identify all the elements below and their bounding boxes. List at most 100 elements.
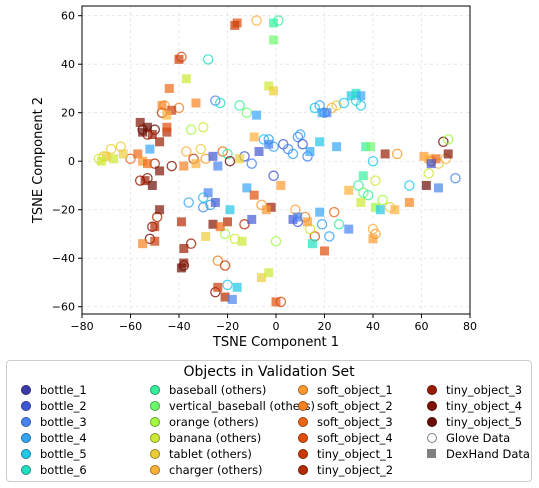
dexhand-data-point: [213, 161, 223, 171]
glove-data-point: [324, 231, 335, 242]
legend-color-dot: [21, 385, 31, 395]
dexhand-data-point: [227, 294, 237, 304]
glove-data-point: [197, 122, 209, 133]
glove-data-point: [338, 97, 350, 109]
glove-data-point: [404, 180, 415, 191]
dexhand-data-point: [276, 180, 286, 190]
legend-color-dot: [150, 385, 160, 395]
dexhand-data-point: [223, 217, 232, 227]
dexhand-data-point: [138, 127, 148, 137]
legend-color-dot: [150, 449, 160, 459]
glove-data-point: [333, 219, 345, 230]
legend-label: soft_object_4: [317, 431, 393, 445]
dexhand-data-point: [150, 222, 160, 232]
y-tick-label: 40: [61, 58, 75, 71]
dexhand-data-point: [322, 108, 332, 118]
dexhand-data-point: [317, 108, 327, 118]
glove-data-point: [246, 158, 257, 169]
glove-data-point: [183, 197, 194, 208]
dexhand-data-point: [266, 202, 276, 212]
dexhand-data-point: [320, 246, 329, 256]
dexhand-data-point: [174, 54, 184, 64]
legend-title: Objects in Validation Set: [183, 364, 355, 380]
dexhand-data-point: [147, 180, 157, 190]
dexhand-data-point: [375, 205, 385, 215]
legend-label: orange (others): [169, 415, 259, 429]
glove-data-point: [438, 136, 449, 148]
dexhand-data-point: [155, 137, 165, 147]
dexhand-data-point: [150, 236, 160, 246]
glove-data-point: [219, 228, 231, 240]
legend-label: banana (others): [169, 431, 262, 445]
glove-data-point: [212, 255, 224, 266]
dexhand-data-point: [361, 142, 371, 152]
dexhand-data-point: [271, 297, 281, 307]
dexhand-data-point: [358, 171, 368, 181]
glove-data-point: [125, 153, 136, 165]
legend-label: DexHand Data: [446, 447, 530, 461]
dexhand-data-point: [176, 263, 186, 273]
dexhand-data-point: [264, 139, 274, 149]
glove-data-point: [442, 134, 454, 145]
glove-data-point: [185, 124, 197, 135]
legend-color-dot: [298, 465, 308, 475]
dexhand-data-point: [162, 127, 172, 137]
dexhand-data-point: [181, 74, 191, 84]
dexhand-data-point: [203, 188, 213, 198]
x-tick-label: 80: [463, 320, 477, 333]
legend-label: bottle_4: [40, 431, 87, 445]
legend-label: bottle_1: [40, 383, 87, 397]
dexhand-data-point: [179, 258, 189, 268]
y-tick-label: 20: [61, 107, 75, 120]
dexhand-data-point: [201, 231, 211, 241]
dexhand-data-point: [208, 151, 218, 161]
dexhand-data-point: [368, 234, 378, 244]
dexhand-data-point: [118, 149, 128, 159]
dexhand-data-point: [232, 282, 242, 292]
glove-data-point: [214, 97, 226, 109]
legend-square-marker: [427, 449, 436, 458]
glove-data-point: [450, 172, 461, 184]
legend-label: vertical_baseball (others): [169, 399, 316, 413]
dexhand-data-point: [210, 197, 220, 207]
dexhand-data-point: [164, 83, 174, 93]
glove-data-point: [185, 238, 197, 249]
glove-data-point: [239, 219, 250, 230]
glove-data-point: [294, 129, 306, 140]
glove-data-point: [353, 180, 364, 191]
glove-data-point: [251, 15, 262, 26]
x-tick-label: −60: [119, 320, 142, 333]
y-tick-label: 0: [68, 155, 75, 168]
y-tick-label: 60: [61, 10, 75, 23]
dexhand-data-point: [307, 239, 317, 249]
dexhand-data-point: [380, 149, 390, 159]
dexhand-data-point: [419, 151, 429, 161]
dexhand-data-point: [443, 149, 453, 159]
x-tick-label: −40: [167, 320, 190, 333]
glove-data-point: [210, 95, 221, 106]
dexhand-data-point: [356, 197, 366, 207]
dexhand-data-point: [344, 224, 354, 234]
dexhand-data-point: [162, 110, 172, 120]
glove-data-point: [234, 100, 245, 111]
legend-label: tiny_object_2: [317, 463, 394, 477]
dexhand-data-point: [431, 154, 441, 164]
dexhand-data-point: [138, 156, 148, 166]
glove-data-point: [370, 175, 381, 186]
legend-label: Glove Data: [446, 431, 511, 445]
dexhand-data-point: [155, 205, 165, 215]
glove-data-point: [222, 148, 233, 160]
dexhand-data-point: [269, 35, 279, 45]
grid: [81, 6, 471, 314]
legend-label: bottle_2: [40, 399, 87, 413]
x-axis-label: TSNE Component 1: [212, 335, 339, 350]
y-tick-label: −20: [52, 204, 75, 217]
dexhand-data-point: [147, 130, 157, 140]
glove-data-point: [367, 155, 379, 167]
dexhand-data-point: [140, 176, 150, 186]
dexhand-data-point: [179, 161, 189, 171]
glove-data-point: [241, 107, 253, 118]
glove-data-point: [181, 146, 192, 157]
legend-label: soft_object_2: [317, 399, 393, 413]
dexhand-data-point: [269, 86, 279, 96]
